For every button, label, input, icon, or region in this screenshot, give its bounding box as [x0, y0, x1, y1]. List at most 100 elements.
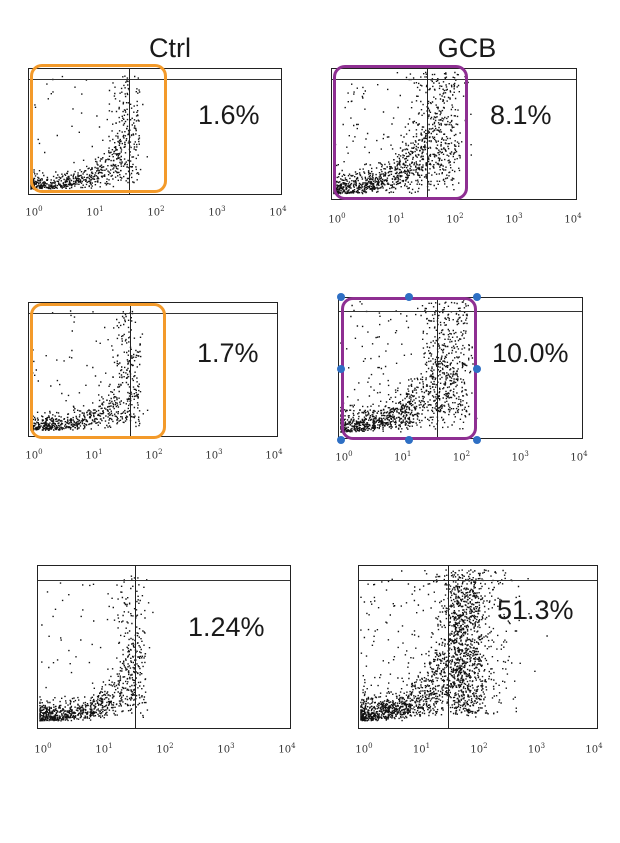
gate-percentage: 8.1% — [490, 100, 552, 130]
y-axis-tick — [358, 705, 359, 706]
x-tick-label: 103 — [527, 742, 546, 756]
gate-percentage: 1.24% — [188, 612, 265, 642]
gcb-gate[interactable] — [333, 65, 468, 200]
x-tick-label: 101 — [394, 450, 412, 464]
x-tick-label: 102 — [147, 205, 165, 219]
x-tick-label: 101 — [412, 742, 431, 756]
y-axis-tick — [28, 376, 29, 377]
y-axis-tick — [37, 605, 38, 606]
x-tick-label: 102 — [452, 450, 471, 464]
y-axis-tick — [338, 333, 339, 334]
scatter-plot — [338, 297, 583, 439]
y-axis-tick — [37, 705, 38, 706]
y-axis-tick — [28, 177, 29, 178]
gate-percentage: 1.6% — [198, 100, 260, 130]
event-dots — [333, 71, 472, 195]
y-axis-tick — [331, 181, 332, 182]
gate-percentage: 10.0% — [492, 338, 569, 368]
y-axis-tick — [37, 680, 38, 681]
resize-handle[interactable] — [405, 293, 413, 301]
scatter-plot — [37, 565, 291, 729]
x-tick-label: 103 — [505, 212, 523, 226]
y-axis-tick — [28, 157, 29, 158]
resize-handle[interactable] — [337, 293, 345, 301]
x-tick-label: 104 — [278, 742, 296, 756]
y-axis-tick — [331, 120, 332, 121]
y-axis-tick — [358, 605, 359, 606]
x-tick-label: 101 — [95, 742, 113, 756]
y-axis-tick — [28, 138, 29, 139]
column-title-gcb: GCB — [437, 33, 497, 63]
x-tick-label: 101 — [387, 212, 405, 226]
y-axis-tick — [338, 397, 339, 398]
ctrl-gate[interactable] — [30, 64, 167, 193]
upper-gate-line — [29, 79, 281, 80]
ctrl-gate[interactable] — [30, 303, 166, 439]
y-axis-tick — [37, 630, 38, 631]
resize-handle[interactable] — [473, 364, 481, 373]
y-axis-tick — [37, 655, 38, 656]
x-tick-label: 100 — [25, 205, 43, 219]
scatter-plot — [28, 302, 278, 437]
resize-handle[interactable] — [337, 436, 345, 444]
y-axis-tick — [358, 630, 359, 631]
x-tick-label: 101 — [86, 205, 104, 219]
gate-percentage: 1.7% — [197, 338, 259, 368]
event-dots — [30, 75, 148, 190]
x-tick-label: 100 — [34, 742, 52, 756]
y-axis-tick — [28, 417, 29, 418]
x-tick-label: 104 — [570, 450, 588, 464]
resize-handle[interactable] — [405, 436, 413, 444]
upper-gate-line — [332, 79, 576, 80]
y-axis-tick — [331, 160, 332, 161]
x-tick-label: 104 — [585, 742, 603, 756]
upper-gate-line — [29, 313, 277, 314]
x-tick-label: 103 — [217, 742, 235, 756]
x-tick-label: 102 — [470, 742, 488, 756]
x-tick-label: 103 — [208, 205, 226, 219]
x-tick-label: 103 — [205, 448, 223, 462]
upper-gate-line — [38, 580, 290, 581]
x-tick-label: 104 — [265, 448, 283, 462]
x-tick-label: 101 — [85, 448, 103, 462]
y-axis-tick — [358, 655, 359, 656]
y-axis-tick — [331, 99, 332, 100]
x-tick-label: 100 — [355, 742, 373, 756]
y-axis-tick — [28, 355, 29, 356]
threshold-line — [437, 298, 438, 438]
y-axis-tick — [338, 354, 339, 355]
upper-gate-line — [339, 311, 582, 312]
resize-handle[interactable] — [337, 364, 345, 373]
event-dots — [360, 569, 548, 722]
y-axis-tick — [331, 140, 332, 141]
y-axis-tick — [338, 419, 339, 420]
y-axis-tick — [28, 334, 29, 335]
x-tick-label: 100 — [335, 450, 353, 464]
x-tick-label: 102 — [446, 212, 464, 226]
threshold-line — [129, 69, 130, 194]
event-dots — [340, 299, 478, 433]
column-title-ctrl: Ctrl — [149, 33, 191, 63]
x-tick-label: 100 — [328, 212, 346, 226]
threshold-line — [427, 69, 428, 199]
resize-handle[interactable] — [473, 293, 481, 301]
y-axis-tick — [28, 118, 29, 119]
y-axis-tick — [358, 680, 359, 681]
threshold-line — [135, 566, 136, 728]
threshold-line — [130, 303, 131, 436]
upper-gate-line — [359, 580, 597, 581]
y-axis-tick — [28, 99, 29, 100]
x-tick-label: 102 — [145, 448, 163, 462]
scatter-plot — [331, 68, 577, 200]
y-axis-tick — [28, 396, 29, 397]
gcb-gate[interactable] — [341, 297, 477, 440]
threshold-line — [448, 566, 449, 728]
scatter-plot — [28, 68, 282, 195]
x-tick-label: 104 — [564, 212, 582, 226]
gate-percentage: 51.3% — [497, 595, 574, 625]
resize-handle[interactable] — [473, 436, 481, 444]
scatter-plot — [358, 565, 598, 729]
x-tick-label: 103 — [511, 450, 529, 464]
x-tick-label: 104 — [269, 205, 287, 219]
x-tick-label: 100 — [25, 448, 43, 462]
